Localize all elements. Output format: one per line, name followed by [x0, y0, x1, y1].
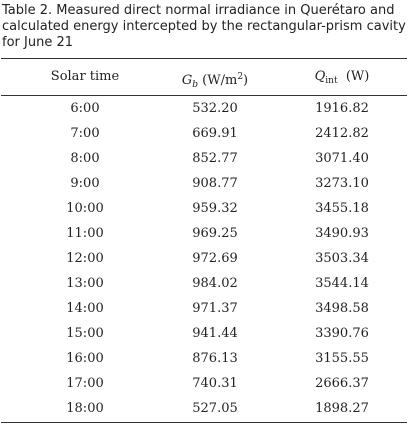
gb-subscript: b — [192, 80, 199, 90]
cell-qint: 3273.10 — [315, 176, 369, 191]
header-solar-time: Solar time — [50, 69, 120, 84]
table-caption: Table 2. Measured direct normal irradian… — [2, 3, 406, 50]
cell-solar-time: 15:00 — [66, 326, 104, 341]
cell-gb: 532.20 — [192, 101, 238, 116]
header-qint: Qint (W) — [277, 63, 407, 95]
cell-gb: 669.91 — [192, 126, 238, 141]
gb-unit-superscript: 2 — [237, 72, 244, 82]
cell-solar-time: 14:00 — [66, 301, 104, 316]
cell-solar-time: 18:00 — [66, 401, 104, 416]
cell-qint: 3390.76 — [315, 326, 369, 341]
table-header-row: Solar time Gb (W/m2) Qint (W) — [0, 63, 412, 91]
cell-qint: 3071.40 — [315, 151, 369, 166]
cell-qint: 3544.14 — [315, 276, 369, 291]
cell-solar-time: 13:00 — [66, 276, 104, 291]
header-gb: Gb (W/m2) — [150, 63, 280, 99]
table-row: 8:00 852.77 3071.40 — [0, 146, 412, 171]
table-row: 17:00 740.31 2666.37 — [0, 371, 412, 396]
cell-solar-time: 11:00 — [66, 226, 104, 241]
table-top-rule — [1, 58, 407, 59]
cell-qint: 1916.82 — [315, 101, 369, 116]
qint-symbol: Q — [314, 69, 326, 84]
cell-gb: 969.25 — [192, 226, 238, 241]
cell-solar-time: 12:00 — [66, 251, 104, 266]
cell-solar-time: 16:00 — [66, 351, 104, 366]
cell-solar-time: 8:00 — [70, 151, 100, 166]
table-header-rule — [1, 95, 407, 96]
cell-solar-time: 10:00 — [66, 201, 104, 216]
cell-solar-time: 9:00 — [70, 176, 100, 191]
cell-qint: 3503.34 — [315, 251, 369, 266]
cell-gb: 908.77 — [192, 176, 238, 191]
cell-gb: 852.77 — [192, 151, 238, 166]
cell-qint: 1898.27 — [315, 401, 369, 416]
cell-solar-time: 6:00 — [70, 101, 100, 116]
cell-qint: 3490.93 — [315, 226, 369, 241]
cell-solar-time: 7:00 — [70, 126, 100, 141]
table-row: 11:00 969.25 3490.93 — [0, 221, 412, 246]
table-row: 15:00 941.44 3390.76 — [0, 321, 412, 346]
cell-gb: 971.37 — [192, 301, 238, 316]
cell-gb: 527.05 — [192, 401, 238, 416]
qint-subscript: int — [325, 76, 338, 86]
table-row: 10:00 959.32 3455.18 — [0, 196, 412, 221]
table-row: 6:00 532.20 1916.82 — [0, 96, 412, 121]
table-row: 14:00 971.37 3498.58 — [0, 296, 412, 321]
cell-qint: 2412.82 — [315, 126, 369, 141]
cell-gb: 941.44 — [192, 326, 238, 341]
cell-gb: 972.69 — [192, 251, 238, 266]
cell-solar-time: 17:00 — [66, 376, 104, 391]
cell-gb: 984.02 — [192, 276, 238, 291]
cell-qint: 3498.58 — [315, 301, 369, 316]
cell-gb: 876.13 — [192, 351, 238, 366]
gb-unit-start: (W/m — [198, 73, 238, 88]
cell-qint: 3155.55 — [315, 351, 369, 366]
table-row: 13:00 984.02 3544.14 — [0, 271, 412, 296]
cell-gb: 740.31 — [192, 376, 238, 391]
table-row: 12:00 972.69 3503.34 — [0, 246, 412, 271]
table-bottom-rule — [1, 422, 407, 423]
qint-unit: (W) — [337, 69, 370, 84]
cell-gb: 959.32 — [192, 201, 238, 216]
cell-qint: 2666.37 — [315, 376, 369, 391]
table-row: 7:00 669.91 2412.82 — [0, 121, 412, 146]
table-row: 18:00 527.05 1898.27 — [0, 396, 412, 421]
table-row: 9:00 908.77 3273.10 — [0, 171, 412, 196]
table-row: 16:00 876.13 3155.55 — [0, 346, 412, 371]
gb-symbol: G — [181, 73, 193, 88]
cell-qint: 3455.18 — [315, 201, 369, 216]
gb-unit-end: ) — [243, 73, 249, 88]
